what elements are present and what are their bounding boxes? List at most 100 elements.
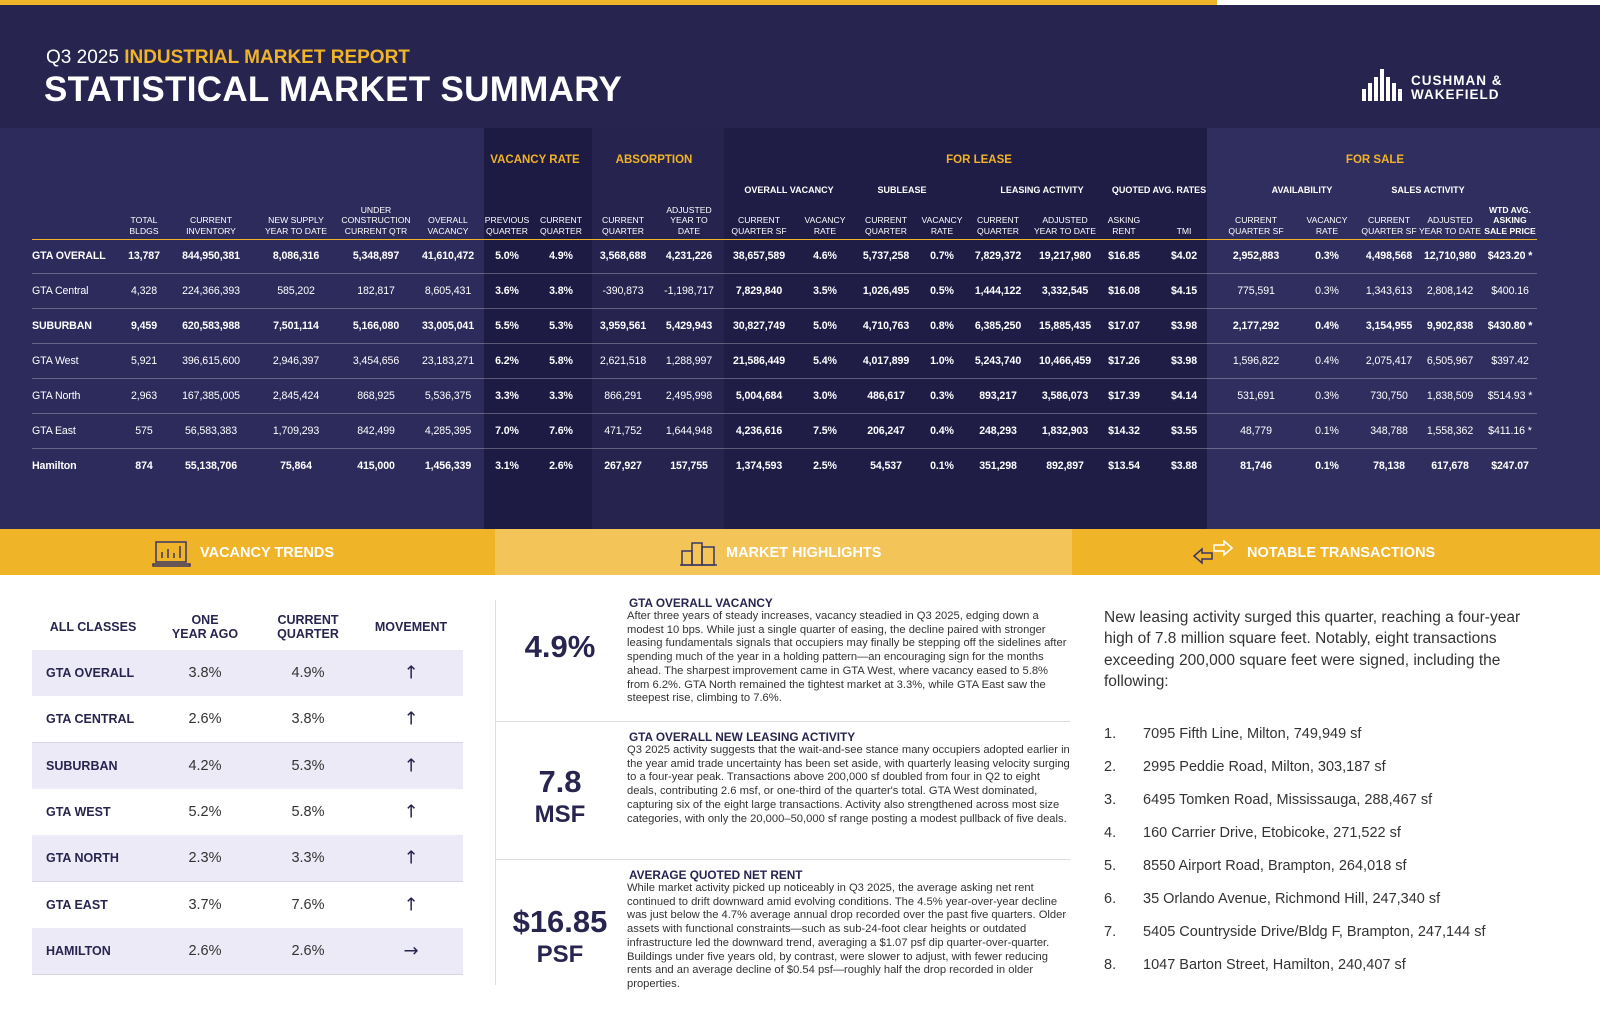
trend-header: ONE YEAR AGO <box>171 613 239 641</box>
cell: $16.85 <box>1108 250 1140 262</box>
cell: $17.39 <box>1108 390 1140 402</box>
trend-arrow: ↑ <box>403 847 419 869</box>
cell: $4.14 <box>1170 390 1198 402</box>
column-header: CURRENT QUARTER <box>539 215 583 236</box>
trend-header: MOVEMENT <box>374 620 448 634</box>
cell: 2,495,998 <box>665 390 713 402</box>
column-header: VACANCY RATE <box>804 215 846 236</box>
cell: 620,583,988 <box>182 320 240 332</box>
cell: 1,832,903 <box>1041 425 1089 437</box>
trend-value: 7.6% <box>291 896 325 913</box>
cell: 2,621,518 <box>599 355 647 367</box>
column-header: VACANCY RATE <box>1306 215 1348 236</box>
cell: 0.4% <box>1315 355 1339 367</box>
cell: 730,750 <box>1370 390 1408 402</box>
transaction-number: 7. <box>1104 924 1117 940</box>
section-title: MARKET HIGHLIGHTS <box>726 545 882 561</box>
trend-header: ALL CLASSES <box>49 620 137 634</box>
column-header: NEW SUPPLY YEAR TO DATE <box>264 215 328 236</box>
cell: 0.1% <box>1315 460 1339 472</box>
cell: $3.98 <box>1170 355 1198 367</box>
cell: 13,787 <box>128 250 160 262</box>
cell: 486,617 <box>867 390 905 402</box>
cell: $16.08 <box>1108 285 1140 297</box>
cell: 10,466,459 <box>1038 355 1092 367</box>
row-label: GTA West <box>32 355 79 367</box>
cell: 3.8% <box>549 285 573 297</box>
highlight-rule <box>495 721 1070 722</box>
cell: 2,845,424 <box>272 390 320 402</box>
cell: 56,583,383 <box>184 425 238 437</box>
row-label: GTA North <box>32 390 81 402</box>
subgroup-header: SUBLEASE <box>877 185 927 195</box>
cell: $411.16 * <box>1488 425 1532 437</box>
cell: 15,885,435 <box>1038 320 1092 332</box>
cell: $4.02 <box>1170 250 1198 262</box>
group-header: FOR LEASE <box>946 154 1012 166</box>
cell: 3.6% <box>495 285 519 297</box>
cell: 55,138,706 <box>184 460 238 472</box>
cell: 7.0% <box>495 425 519 437</box>
cell: -390,873 <box>602 285 644 297</box>
cell: 6.2% <box>495 355 519 367</box>
cell: 866,291 <box>604 390 642 402</box>
cell: 5,004,684 <box>735 390 783 402</box>
highlight-number: 4.9% <box>524 629 596 664</box>
cell: 30,827,749 <box>732 320 786 332</box>
cell: 167,385,005 <box>182 390 240 402</box>
cell: 23,183,271 <box>421 355 475 367</box>
icon <box>680 542 717 566</box>
cell: 5.5% <box>495 320 519 332</box>
transactions-intro: New leasing activity surged this quarter… <box>1104 609 1521 691</box>
trend-value: 4.9% <box>291 665 325 681</box>
divider <box>495 600 496 985</box>
highlight-body: Q3 2025 activity suggests that the wait-… <box>627 744 1070 825</box>
cell: 4.6% <box>813 250 837 262</box>
cell: 7,829,840 <box>735 285 783 297</box>
cell: 2,952,883 <box>1232 250 1280 262</box>
cell: 267,927 <box>604 460 642 472</box>
trend-arrow: ↑ <box>403 894 419 915</box>
cell: 617,678 <box>1431 460 1469 472</box>
transaction-text: 7095 Fifth Line, Milton, 749,949 sf <box>1143 726 1362 742</box>
cell: 12,710,980 <box>1423 250 1477 262</box>
cell: $3.88 <box>1170 460 1198 472</box>
column-header: OVERALL VACANCY <box>427 215 469 236</box>
cell: 81,746 <box>1240 460 1272 472</box>
cell: $3.55 <box>1170 425 1198 437</box>
highlight-unit: PSF <box>536 941 584 968</box>
trend-label: SUBURBAN <box>46 758 118 773</box>
cell: 1,709,293 <box>272 425 320 437</box>
logo-mark <box>1362 69 1402 101</box>
cell: 21,586,449 <box>732 355 786 367</box>
trend-label: GTA WEST <box>46 804 111 819</box>
cell: 1,596,822 <box>1232 355 1280 367</box>
cell: 2,808,142 <box>1426 285 1474 297</box>
cell: 0.4% <box>1315 320 1339 332</box>
cell: 844,950,381 <box>182 250 240 262</box>
cell: 874 <box>135 460 153 472</box>
cell: 5.0% <box>813 320 837 332</box>
cell: 2,177,292 <box>1232 320 1280 332</box>
cell: 4.9% <box>549 250 573 262</box>
cell: $13.54 <box>1108 460 1140 472</box>
cell: 7,829,372 <box>974 250 1022 262</box>
cell: 1,644,948 <box>665 425 713 437</box>
row-rule <box>32 413 1537 414</box>
cell: 3.5% <box>813 285 837 297</box>
cell: 348,788 <box>1370 425 1408 437</box>
section-title: VACANCY TRENDS <box>200 545 335 561</box>
cell: 41,610,472 <box>421 250 475 262</box>
column-header: CURRENT QUARTER <box>976 215 1020 236</box>
cell: 775,591 <box>1237 285 1275 297</box>
trend-label: GTA NORTH <box>46 851 119 866</box>
transaction-text: 2995 Peddie Road, Milton, 303,187 sf <box>1143 759 1386 775</box>
cell: 842,499 <box>357 425 395 437</box>
cell: 0.8% <box>930 320 954 332</box>
cell: 0.3% <box>1315 250 1339 262</box>
trend-value: 5.8% <box>291 803 325 820</box>
cell: 5,921 <box>130 355 158 367</box>
cell: 157,755 <box>670 460 708 472</box>
cell: 575 <box>135 425 153 437</box>
